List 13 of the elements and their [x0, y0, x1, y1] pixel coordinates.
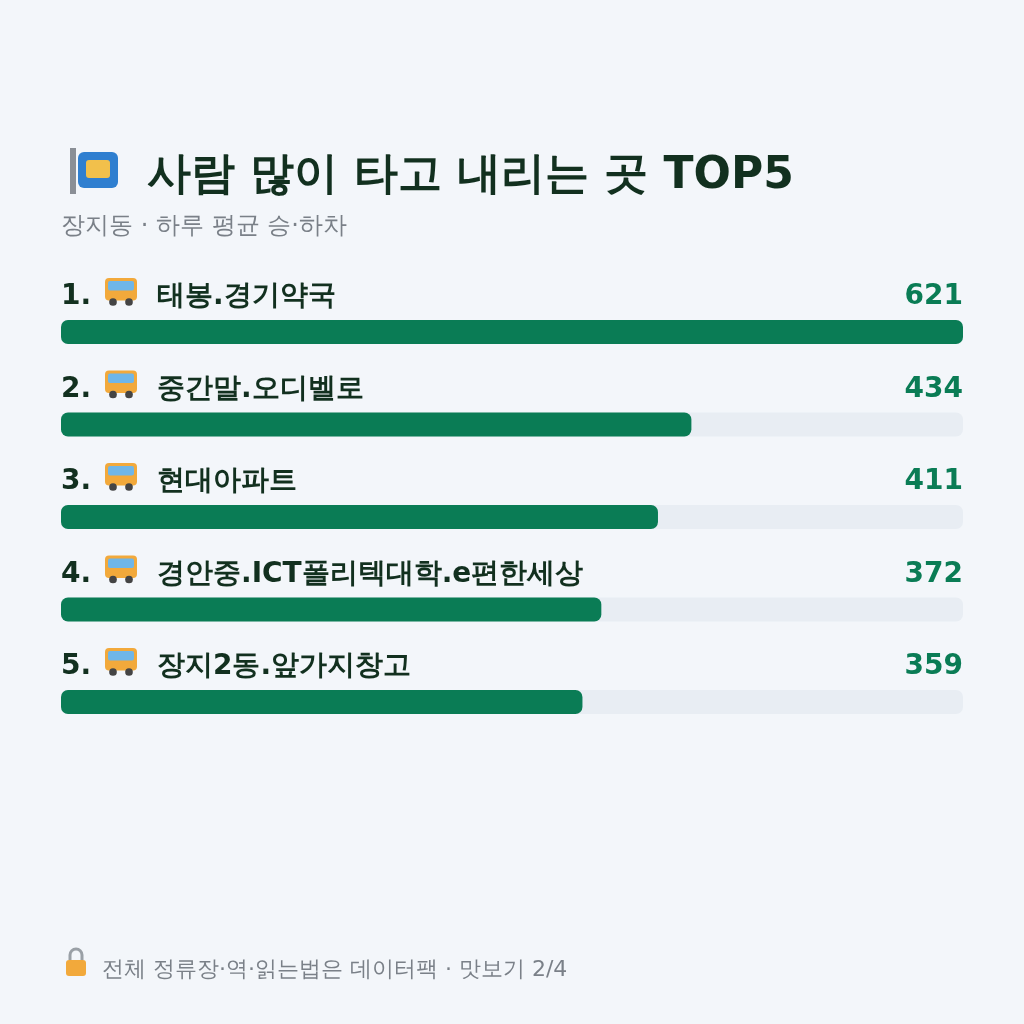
- chart-title: 사람 많이 타고 내리는 곳 TOP5: [147, 147, 794, 198]
- category-label: 5. 장지2동.앞가지창고: [61, 648, 412, 681]
- data-label: 621: [904, 278, 963, 311]
- data-label: 411: [904, 463, 963, 496]
- category-label: 1. 태봉.경기약국: [61, 278, 336, 311]
- text: 전체 정류장·역·읽는법은 데이터팩 · 맛보기 2/4: [102, 956, 568, 981]
- category-label: 4. 경안중.ICT폴리텍대학.e편한세상: [61, 555, 584, 589]
- data-label: 372: [904, 555, 963, 589]
- chart-subtitle: 장지동 · 하루 평균 승·하차: [61, 211, 347, 239]
- data-label: 359: [904, 648, 963, 681]
- data-label: 434: [904, 370, 963, 404]
- category-label: 2. 중간말.오디벨로: [61, 370, 364, 404]
- category-label: 3. 현대아파트: [61, 463, 297, 496]
